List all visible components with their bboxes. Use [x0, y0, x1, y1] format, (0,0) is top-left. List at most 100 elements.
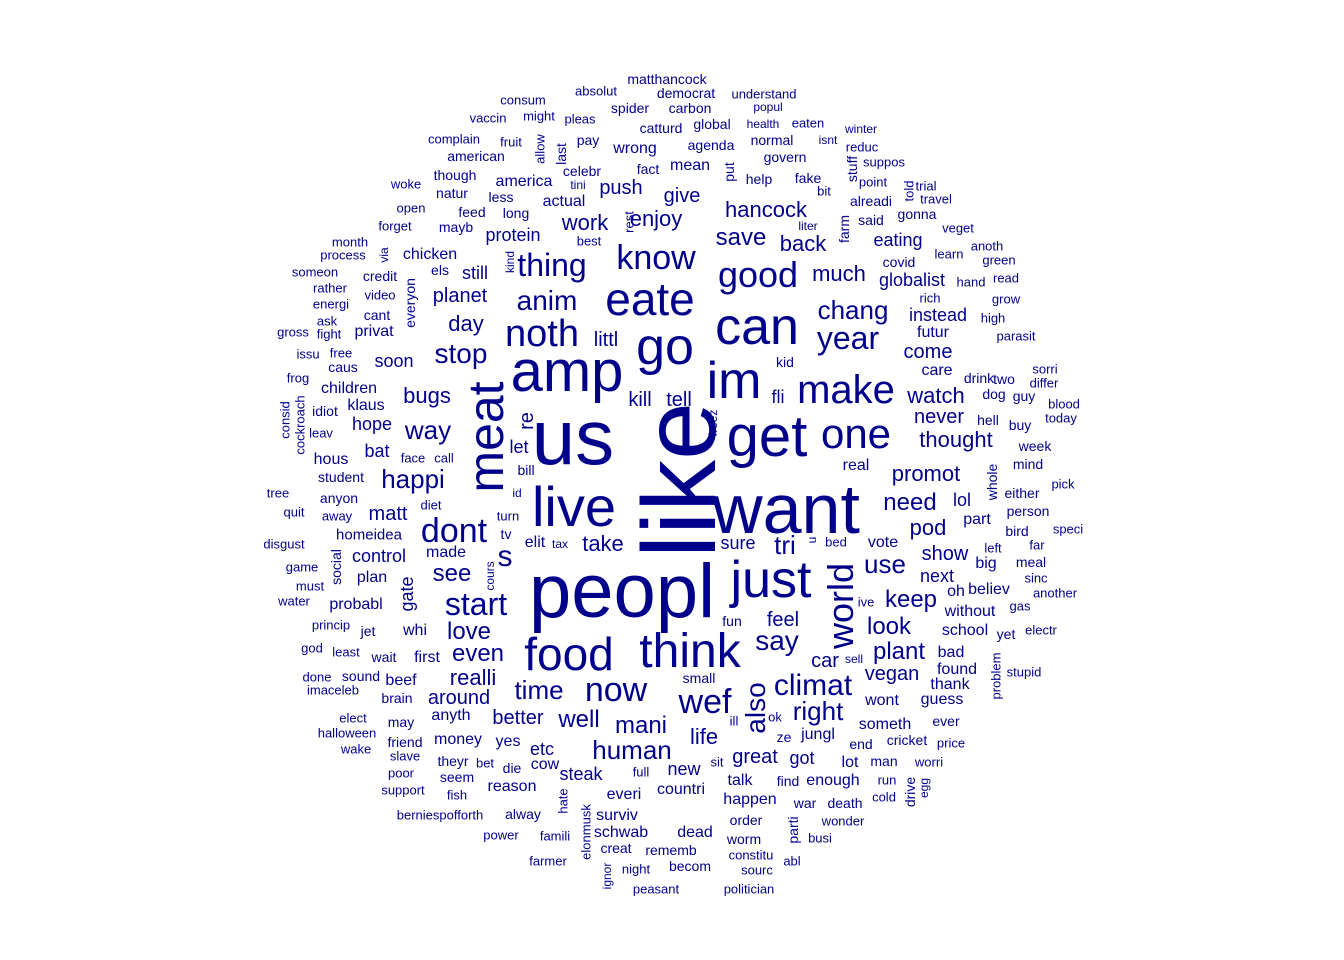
cloud-word: abl: [783, 853, 801, 869]
cloud-word: someon: [291, 264, 339, 280]
cloud-word: least: [332, 644, 360, 660]
cloud-word: push: [599, 177, 643, 199]
cloud-word: halloween: [317, 725, 377, 741]
cloud-word: everyon: [402, 278, 418, 328]
cloud-word: trial: [915, 178, 937, 194]
cloud-word: vote: [867, 534, 899, 551]
cloud-word: real: [842, 457, 870, 474]
cloud-word: pick: [1051, 476, 1075, 492]
cloud-word: cockroach: [292, 395, 308, 455]
cloud-word: need: [883, 489, 937, 516]
cloud-word: student: [318, 469, 364, 485]
cloud-word: sound: [341, 668, 381, 684]
cloud-word: end: [849, 736, 873, 752]
cloud-word: freez: [706, 409, 720, 437]
cloud-word: constitu: [728, 847, 774, 863]
cloud-word: die: [502, 760, 522, 776]
cloud-word: american: [447, 148, 505, 164]
cloud-word: hous: [313, 451, 349, 468]
cloud-word: soon: [374, 351, 414, 371]
cloud-word: might: [523, 108, 555, 124]
cloud-word: time: [514, 675, 564, 705]
cloud-word: littl: [593, 329, 619, 351]
cloud-word: jungl: [801, 726, 835, 743]
cloud-word: busi: [808, 830, 832, 846]
cloud-word: kid: [776, 354, 794, 370]
cloud-word: countri: [656, 781, 706, 798]
cloud-word: oh: [947, 583, 965, 600]
cloud-word: govern: [763, 149, 807, 165]
cloud-word: suppos: [863, 154, 905, 170]
cloud-word: say: [755, 625, 799, 656]
cloud-word: small: [682, 670, 716, 686]
cloud-word: brain: [381, 690, 413, 706]
cloud-word: whole: [984, 463, 1000, 501]
cloud-word: one: [820, 410, 892, 457]
cloud-word: see: [432, 560, 472, 587]
cloud-word: find: [776, 773, 800, 789]
cloud-word: actual: [542, 193, 586, 210]
cloud-word: cricket: [886, 732, 928, 748]
cloud-word: school: [941, 622, 989, 639]
cloud-word: ok: [768, 709, 782, 725]
cloud-word: got: [789, 748, 815, 768]
cloud-word: anoth: [970, 238, 1004, 254]
cloud-word: support: [381, 782, 425, 798]
cloud-word: homeidea: [336, 526, 402, 544]
cloud-word: rich: [919, 290, 941, 306]
cloud-word: allow: [532, 134, 548, 164]
cloud-word: big: [975, 555, 997, 572]
cloud-word: eate: [605, 273, 695, 325]
cloud-word: parti: [785, 816, 801, 844]
cloud-word: less: [488, 189, 514, 205]
cloud-word: good: [717, 254, 799, 295]
cloud-word: call: [434, 450, 454, 466]
cloud-word: power: [483, 827, 519, 843]
cloud-word: stuff: [844, 155, 860, 183]
cloud-word: war: [793, 795, 817, 811]
cloud-word: around: [427, 687, 491, 709]
cloud-word: thought: [919, 427, 993, 452]
cloud-word: rememb: [645, 842, 697, 858]
cloud-word: said: [858, 212, 884, 228]
cloud-word: covid: [882, 254, 916, 270]
cloud-word: winter: [844, 122, 878, 136]
cloud-word: found: [936, 661, 978, 678]
cloud-word: open: [396, 200, 426, 216]
cloud-word: planet: [432, 285, 488, 307]
cloud-word: hancock: [725, 197, 807, 222]
cloud-word: even: [451, 640, 505, 667]
cloud-word: klaus: [347, 397, 385, 414]
cloud-word: god: [301, 640, 323, 656]
cloud-word: part: [963, 511, 991, 528]
cloud-word: stupid: [1006, 664, 1042, 680]
cloud-word: alway: [505, 806, 541, 822]
cloud-word: think: [639, 625, 741, 678]
cloud-word: either: [1004, 485, 1040, 501]
cloud-word: anyth: [431, 707, 471, 724]
cloud-word: month: [331, 234, 369, 250]
cloud-word: whi: [402, 622, 428, 639]
cloud-word: yet: [996, 626, 1016, 642]
cloud-word: quit: [283, 504, 305, 520]
cloud-word: spider: [610, 100, 650, 116]
cloud-word: anim: [516, 285, 578, 316]
cloud-word: feel: [766, 609, 800, 631]
cloud-word: watch: [907, 383, 965, 408]
cloud-word: lol: [952, 490, 972, 510]
cloud-word: get: [726, 404, 808, 469]
cloud-word: still: [462, 263, 488, 283]
cloud-word: caus: [328, 359, 358, 375]
cloud-word: love: [446, 618, 492, 645]
cloud-word: take: [582, 531, 624, 556]
cloud-word: made: [425, 544, 467, 561]
cloud-word: hell: [977, 412, 999, 428]
cloud-word: life: [689, 724, 719, 749]
cloud-word: gross: [277, 324, 309, 340]
cloud-word: disgust: [263, 536, 305, 552]
cloud-word: point: [858, 174, 888, 190]
cloud-word: princip: [311, 617, 351, 633]
cloud-word: egg: [917, 777, 931, 799]
cloud-word: wrong: [613, 140, 657, 157]
cloud-word: can: [715, 298, 799, 356]
